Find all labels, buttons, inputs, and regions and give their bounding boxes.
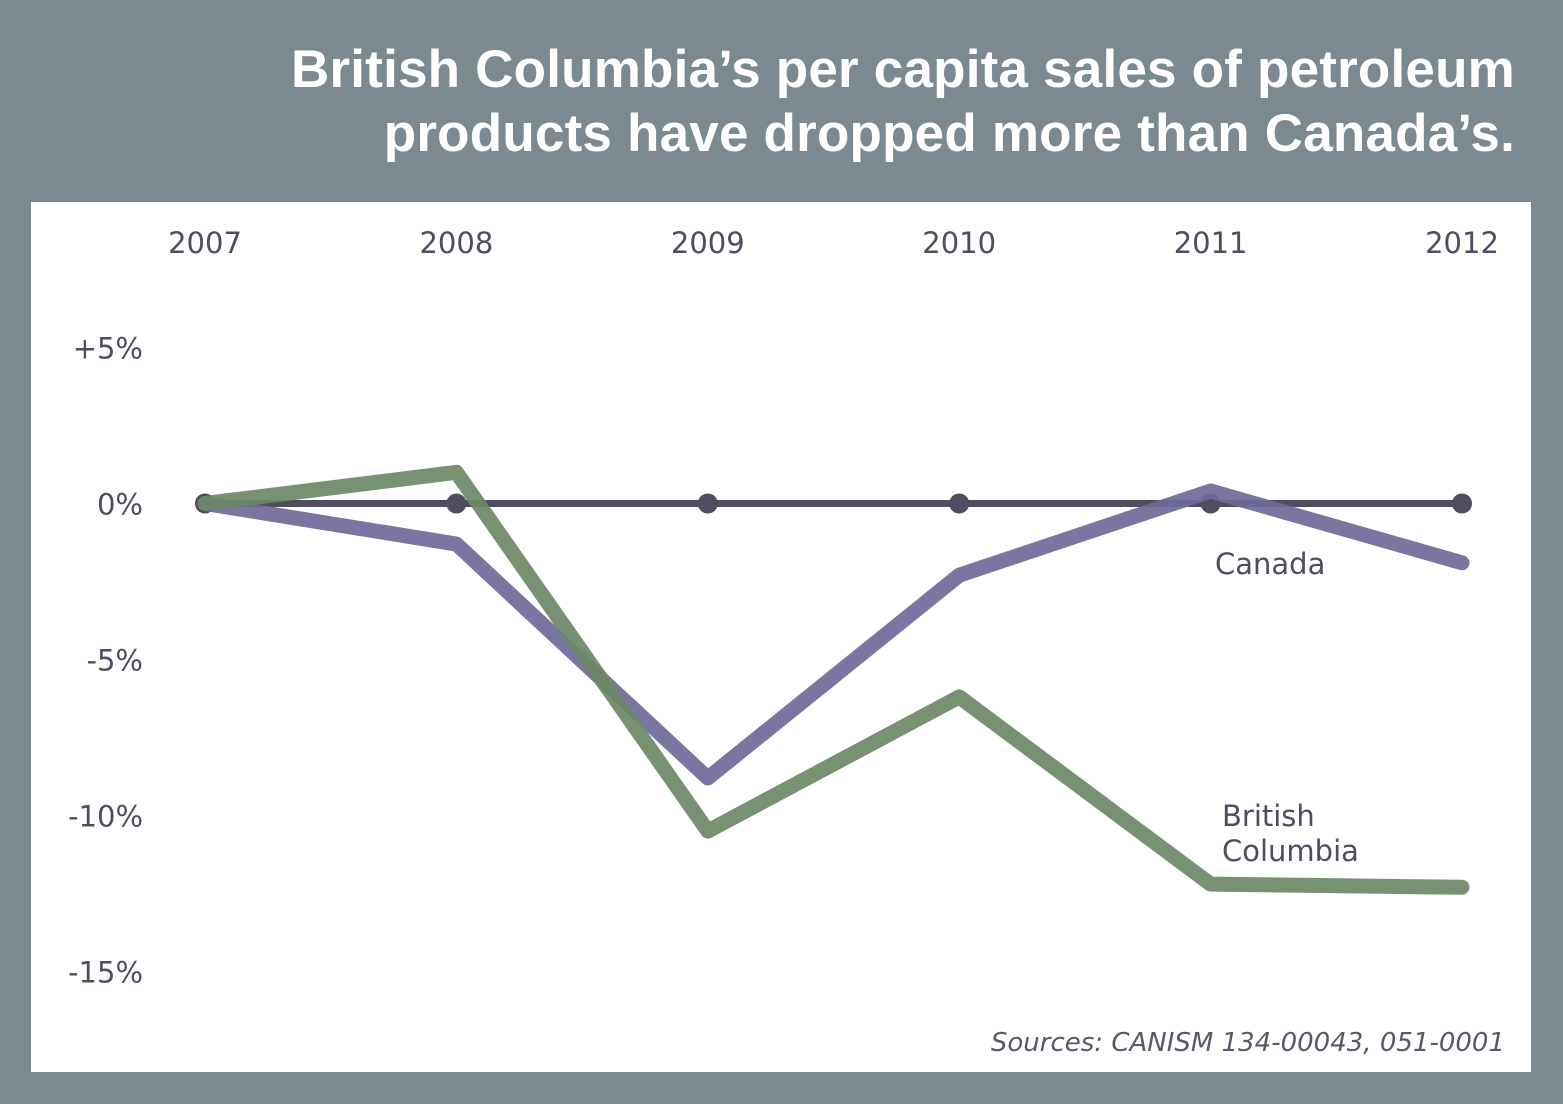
x-tick-label-2009: 2009 bbox=[671, 226, 745, 260]
y-tick-label: 0% bbox=[97, 488, 143, 522]
series-line-canada bbox=[197, 483, 1470, 786]
x-axis-ticks: 2007 2008 2009 2010 2011 2012 bbox=[168, 226, 1499, 260]
y-tick-label: -10% bbox=[68, 800, 143, 834]
y-tick-label: +5% bbox=[73, 332, 143, 366]
x-tick-label-2007: 2007 bbox=[168, 226, 242, 260]
chart-panel: 2007 2008 2009 2010 2011 2012 +5% 0% -5% -10% -15… bbox=[31, 202, 1531, 1072]
y-tick-label: -15% bbox=[68, 956, 143, 990]
chart-title-line-2: products have dropped more than Canada’s… bbox=[383, 104, 1515, 163]
series-label-canada: Canada bbox=[1215, 547, 1325, 581]
x-tick-label-2008: 2008 bbox=[419, 226, 493, 260]
series-label-bc-line-1: British bbox=[1222, 799, 1315, 833]
series-line-british-columbia bbox=[197, 464, 1470, 895]
x-tick-label-2012: 2012 bbox=[1425, 226, 1499, 260]
series-label-bc-line-2: Columbia bbox=[1222, 834, 1359, 868]
line-chart: 2007 2008 2009 2010 2011 2012 +5% 0% -5% -10% -15… bbox=[68, 226, 1505, 1058]
x-tick-label-2010: 2010 bbox=[922, 226, 996, 260]
y-axis-ticks: +5% 0% -5% -10% -15% bbox=[68, 332, 143, 990]
source-note: Sources: CANISM 134-00043, 051-0001 bbox=[991, 1028, 1505, 1058]
y-tick-label: -5% bbox=[87, 644, 143, 678]
series-group bbox=[197, 464, 1470, 895]
chart-title-line-1: British Columbia’s per capita sales of p… bbox=[291, 40, 1515, 99]
baseline-marker-2012 bbox=[1452, 493, 1472, 514]
baseline-marker-2008 bbox=[446, 493, 467, 514]
baseline-marker-2009 bbox=[697, 493, 718, 514]
chart-title: British Columbia’s per capita sales of p… bbox=[115, 38, 1515, 166]
baseline-marker-2010 bbox=[949, 493, 970, 514]
x-tick-label-2011: 2011 bbox=[1174, 226, 1248, 260]
